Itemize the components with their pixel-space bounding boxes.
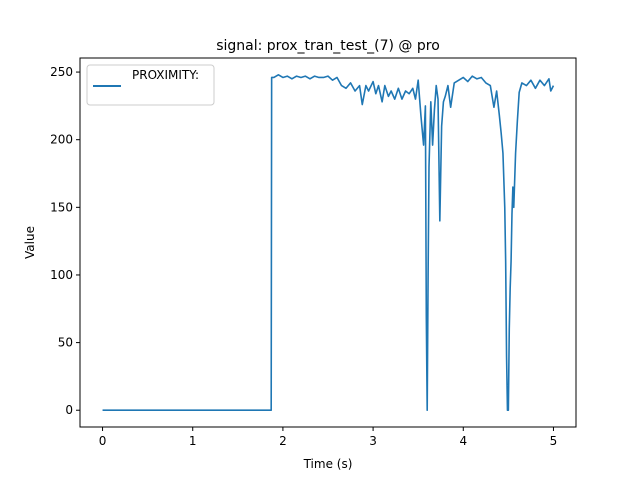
x-tick-label: 0	[99, 434, 107, 448]
y-tick-label: 200	[50, 133, 73, 147]
x-tick-label: 4	[459, 434, 467, 448]
plot-frame	[79, 57, 577, 428]
plot-series-layer	[102, 73, 555, 412]
y-tick-label: 250	[50, 65, 73, 79]
legend: PROXIMITY:	[86, 64, 215, 106]
x-tick-label: 1	[189, 434, 197, 448]
x-tick-label: 3	[369, 434, 377, 448]
y-axis-label: Value	[23, 226, 37, 259]
chart-title: signal: prox_tran_test_(7) @ pro	[216, 38, 440, 54]
y-tick-label: 0	[65, 403, 73, 417]
x-axis-label: Time (s)	[303, 457, 353, 471]
legend-box	[86, 64, 215, 106]
legend-label: PROXIMITY:	[132, 68, 199, 82]
y-tick-label: 50	[58, 336, 73, 350]
series-line-proximity	[102, 73, 555, 412]
y-tick-label: 100	[50, 268, 73, 282]
x-tick-label: 2	[279, 434, 287, 448]
x-tick-label: 5	[550, 434, 558, 448]
y-tick-label: 150	[50, 200, 73, 214]
